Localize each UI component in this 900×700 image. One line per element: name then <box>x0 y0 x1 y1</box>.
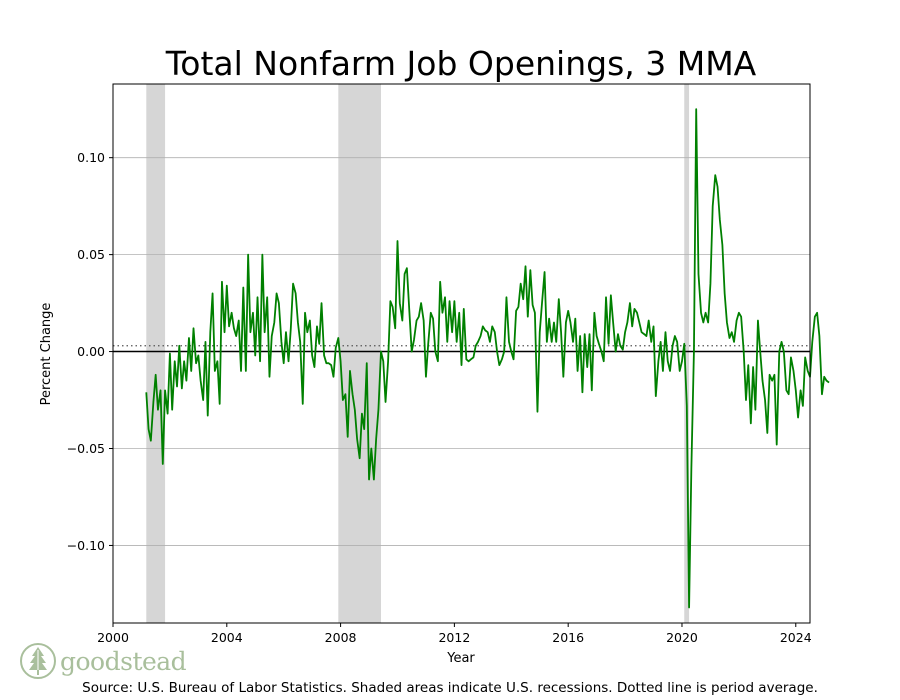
y-tick-label: −0.10 <box>67 538 105 553</box>
recession-shading <box>146 84 690 623</box>
x-axis-label: Year <box>446 651 475 666</box>
y-tick-label: 0.00 <box>77 344 105 359</box>
x-tick-label: 2000 <box>97 630 129 645</box>
x-tick-label: 2004 <box>211 630 243 645</box>
logo: goodstead <box>20 642 187 680</box>
plot-frame <box>112 83 811 624</box>
x-axis-ticks: 2000 2004 2008 2012 2016 2020 2024 <box>97 623 812 645</box>
logo-text: goodstead <box>60 646 187 676</box>
recession-band <box>146 84 166 623</box>
series-layer <box>145 108 830 609</box>
recession-band <box>684 84 690 623</box>
tree-logo-icon <box>20 643 56 679</box>
x-tick-label: 2024 <box>780 630 812 645</box>
y-axis-ticks: −0.10 −0.05 0.00 0.05 0.10 <box>67 150 113 553</box>
x-tick-label: 2020 <box>666 630 698 645</box>
chart-title: Total Nonfarm Job Openings, 3 MMA <box>165 44 757 83</box>
y-tick-label: −0.05 <box>67 441 105 456</box>
series-line <box>145 108 830 609</box>
plot-border <box>112 83 811 624</box>
source-note: Source: U.S. Bureau of Labor Statistics.… <box>82 680 818 696</box>
x-tick-label: 2008 <box>325 630 357 645</box>
y-tick-label: 0.05 <box>77 247 105 262</box>
x-tick-label: 2016 <box>552 630 584 645</box>
recession-band <box>338 84 381 623</box>
x-tick-label: 2012 <box>438 630 470 645</box>
y-axis-label: Percent Change <box>39 303 54 406</box>
y-tick-label: 0.10 <box>77 150 105 165</box>
